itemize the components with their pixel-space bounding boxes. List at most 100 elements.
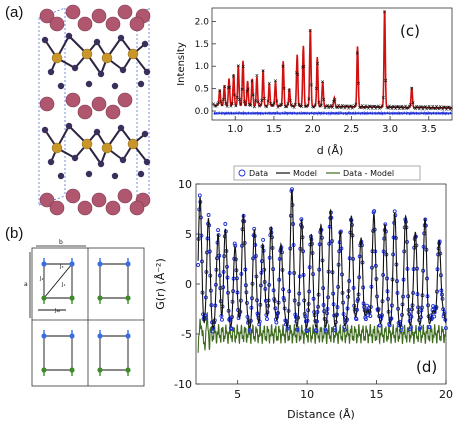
- chart-c-difference-line: [213, 110, 453, 116]
- x-atom: [141, 130, 149, 138]
- cu-atom: [81, 138, 93, 150]
- x-atom: [65, 122, 73, 130]
- panel-c-label: (c): [400, 22, 420, 40]
- chart-c-data-point: [333, 98, 337, 102]
- x-atom: [143, 68, 151, 76]
- chart-d-data-point: [354, 317, 359, 322]
- legend-data-label: Data: [249, 169, 268, 178]
- bi-atom: [77, 16, 93, 32]
- x-atom: [117, 34, 125, 42]
- bi-atom: [49, 16, 65, 32]
- chart-d-data-point: [432, 310, 437, 315]
- chart-c-data-point: [283, 105, 287, 109]
- pdf-chart: Data Model Data - Model 5 10 15 20 10 5 0 -5 -10…: [154, 165, 453, 421]
- chart-d-data-point: [363, 317, 368, 322]
- chart-c-data-point: [218, 89, 222, 93]
- chart-c-data-point: [395, 105, 399, 109]
- spin-cells: [38, 258, 131, 376]
- chart-d-series: [196, 187, 448, 353]
- x-atom: [57, 172, 65, 180]
- chart-d-plot-area: [195, 183, 447, 385]
- chart-c-series: [212, 10, 453, 116]
- chart-d-data-point: [210, 329, 215, 334]
- chart-c-data-point: [394, 107, 398, 111]
- bi-atom: [117, 92, 133, 108]
- chart-c-data-point: [257, 104, 261, 108]
- chart-d-data-point: [261, 237, 266, 242]
- chart-c-data-point: [307, 97, 311, 101]
- chart-c-data-point: [335, 105, 339, 109]
- panel-a-label: (a): [5, 4, 24, 21]
- x-atom: [57, 82, 65, 90]
- chart-c-data-point: [363, 106, 367, 110]
- chart-c-data-point: [256, 100, 260, 104]
- cu-atom: [127, 48, 139, 60]
- x-atom: [111, 82, 119, 90]
- chart-c-xtick-label: 2.5: [343, 124, 359, 135]
- chart-c-data-point: [413, 107, 417, 111]
- chart-c-data-point: [308, 29, 312, 33]
- chart-c-data-point: [404, 104, 408, 108]
- x-atom: [85, 80, 93, 88]
- bi-atom: [105, 104, 121, 120]
- chart-c-data-point: [286, 102, 290, 106]
- x-atom: [117, 124, 125, 132]
- chart-c-xtick-label: 1.5: [266, 124, 282, 135]
- chart-c-data-point: [302, 64, 306, 68]
- chart-c-data-point: [261, 69, 265, 73]
- panel-b-label: (b): [5, 225, 24, 242]
- chart-c-data-point: [316, 61, 320, 65]
- chart-c-data-point: [386, 106, 390, 110]
- chart-c-data-point: [384, 79, 388, 83]
- chart-d-xtick-label: 20: [439, 388, 453, 401]
- x-atom: [143, 158, 151, 166]
- chart-c-data-point: [323, 106, 327, 110]
- chart-c-data-point: [238, 98, 242, 102]
- chart-c-data-point: [236, 64, 240, 68]
- chart-c-xtick-label: 2.0: [305, 124, 321, 135]
- bi-atom: [65, 92, 81, 108]
- chart-c-xlabel: d (Å): [317, 144, 344, 157]
- chart-d-data-point: [206, 213, 211, 217]
- chart-c-data-point: [322, 97, 326, 101]
- x-atom: [41, 36, 49, 44]
- chart-c-data-point: [219, 100, 223, 104]
- chart-c-data-point: [243, 100, 247, 104]
- chart-d-data-point: [333, 328, 338, 333]
- chart-c-ytick-label: 0.0: [195, 107, 210, 117]
- x-atom: [47, 158, 55, 166]
- cu-atom: [51, 142, 63, 154]
- x-atom: [93, 38, 101, 46]
- atoms-group: [39, 4, 151, 216]
- chart-c-data-point: [259, 102, 263, 106]
- chart-c-data-point: [373, 104, 377, 108]
- chart-c-data-point: [443, 105, 447, 109]
- spin-down: [69, 367, 75, 373]
- cu-atom: [127, 138, 139, 150]
- exchange-schematic: b a J₁ J₂ J₃ Jₐᵦ: [24, 239, 145, 387]
- chart-d-ytick-label: 0: [185, 278, 192, 291]
- x-atom: [65, 32, 73, 40]
- chart-c-data-point: [260, 98, 264, 102]
- chart-c-ytick-label: 2.0: [195, 17, 210, 27]
- cu-atom: [51, 52, 63, 64]
- chart-c-xtick-label: 1.0: [227, 124, 243, 135]
- chart-c-ylabel: Intensity: [176, 42, 187, 86]
- x-atom: [111, 172, 119, 180]
- chart-c-data-point: [321, 80, 325, 84]
- chart-c-data-point: [267, 81, 271, 85]
- chart-c-data-point: [233, 93, 237, 97]
- chart-c-xtick-label: 3.5: [421, 124, 437, 135]
- chart-c-data-point: [317, 100, 321, 104]
- chart-d-data-point: [365, 303, 369, 308]
- chart-c-data-point: [325, 103, 330, 108]
- chart-c-data-point: [332, 99, 336, 103]
- j1-diagonal: [43, 263, 73, 299]
- chart-d-data-point: [368, 314, 373, 318]
- x-atom: [85, 170, 93, 178]
- chart-c-data-point: [231, 74, 235, 78]
- bi-atom: [105, 200, 121, 216]
- chart-c-data-point: [356, 81, 360, 85]
- chart-d-data-point: [418, 325, 423, 330]
- crystal-structure-figure: [38, 4, 151, 216]
